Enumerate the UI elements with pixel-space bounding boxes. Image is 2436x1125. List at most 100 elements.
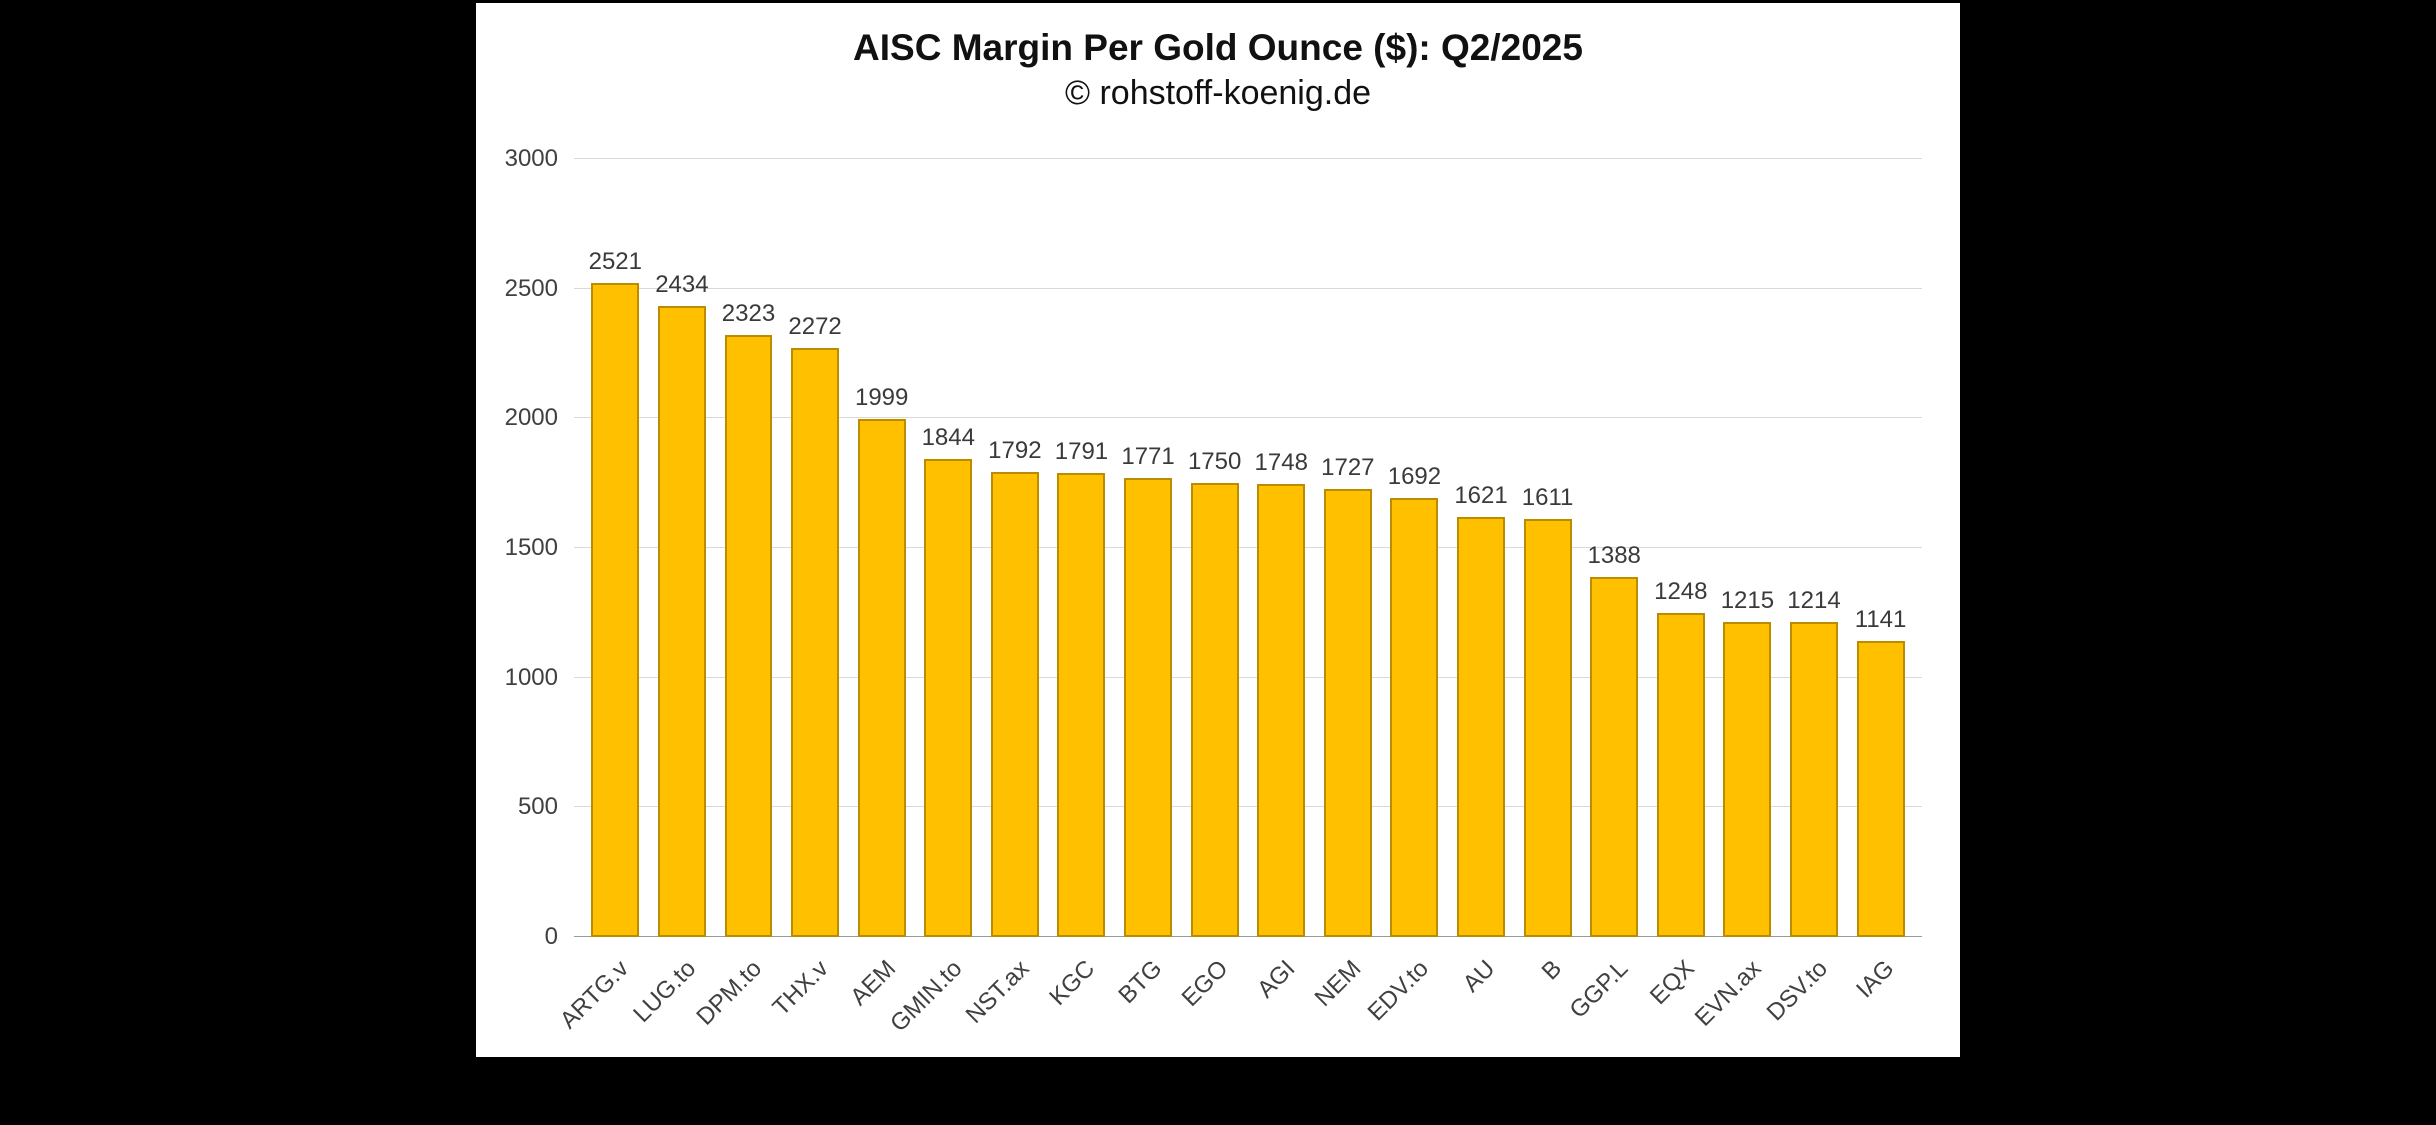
bar-group: 2434 LUG.to xyxy=(628,159,716,1028)
bar-value-label: 1999 xyxy=(854,383,909,411)
bar xyxy=(1523,519,1572,937)
bar-value-label: 1748 xyxy=(1254,448,1308,476)
x-axis-line xyxy=(574,936,1922,937)
gridline xyxy=(574,547,1922,548)
bar-value-label: 1214 xyxy=(1787,587,1841,615)
y-axis-tick-label: 0 xyxy=(544,923,558,950)
bar xyxy=(1257,483,1306,937)
x-axis-label: B xyxy=(1536,955,1567,986)
y-axis-tick-label: 3000 xyxy=(504,145,558,172)
plot-area: 2521 ARTG.v 2434 LUG.to 2323 DPM.to 2272 THX.v 1… xyxy=(505,145,1922,1037)
bar-value-label: 1844 xyxy=(921,423,975,451)
bar xyxy=(1190,483,1239,937)
x-axis-label: EDV.to xyxy=(1362,955,1434,1027)
x-axis-label: EGO xyxy=(1176,955,1234,1012)
x-axis-label: GGP.L xyxy=(1564,955,1634,1024)
bar xyxy=(1057,472,1106,937)
bar-group: 2272 THX.v xyxy=(768,159,849,1021)
bar xyxy=(924,458,973,937)
bar-value-label: 2521 xyxy=(588,248,642,276)
bar-group: 1611 B xyxy=(1514,159,1581,985)
bar-group: 1727 NEM xyxy=(1310,159,1382,1012)
y-axis-tick-label: 2500 xyxy=(504,274,558,302)
bar-group: 1771 BTG xyxy=(1113,159,1182,1009)
bar-value-label: 1750 xyxy=(1187,448,1242,476)
bar-value-label: 1611 xyxy=(1521,484,1574,512)
x-axis-label: BTG xyxy=(1113,955,1168,1009)
bar-value-label: 1792 xyxy=(988,437,1042,465)
bar xyxy=(1457,516,1505,937)
x-axis-label: DSV.to xyxy=(1761,955,1834,1027)
bar-group: 1141 IAG xyxy=(1847,159,1914,1003)
bar-group: 1844 GMIN.to xyxy=(885,159,982,1037)
bar-group: 1248 EQX xyxy=(1645,159,1715,1010)
gridline xyxy=(574,806,1922,808)
bar-value-label: 1388 xyxy=(1587,542,1641,570)
bar-value-label: 1727 xyxy=(1321,454,1375,482)
bars-row: 2521 ARTG.v 2434 LUG.to 2323 DPM.to 2272 THX.v 1… xyxy=(555,159,1922,1037)
bar-group: 1621 AU xyxy=(1448,159,1515,998)
bar xyxy=(724,334,773,937)
bar xyxy=(857,418,906,937)
bar-value-label: 1215 xyxy=(1720,586,1775,614)
bar-group: 2323 DPM.to xyxy=(692,159,782,1031)
bar xyxy=(1723,621,1772,937)
y-axis-tick-label: 1000 xyxy=(504,663,558,691)
x-axis-label: NEM xyxy=(1310,955,1367,1012)
bar-group: 1388 GGP.L xyxy=(1565,159,1648,1024)
bar-value-label: 1791 xyxy=(1054,437,1109,465)
y-axis-tick-label: 1500 xyxy=(504,534,558,561)
bar-group: 1692 EDV.to xyxy=(1362,159,1448,1026)
y-axis-tick-label: 500 xyxy=(517,793,558,821)
bar xyxy=(1790,622,1838,937)
chart-subtitle: © rohstoff-koenig.de xyxy=(1064,74,1372,112)
x-axis-label: AGI xyxy=(1251,955,1301,1004)
bar-value-label: 1248 xyxy=(1654,578,1708,606)
gridline xyxy=(574,417,1922,419)
bar-value-label: 1771 xyxy=(1121,442,1175,470)
bar xyxy=(990,472,1039,937)
y-axis-tick-label: 2000 xyxy=(504,404,558,432)
chart-title: AISC Margin Per Gold Ounce ($): Q2/2025 xyxy=(853,27,1583,68)
bar-value-label: 1141 xyxy=(1854,606,1907,634)
bar xyxy=(1124,477,1173,937)
x-axis-label: AEM xyxy=(844,955,901,1011)
x-axis-label: ARTG.v xyxy=(555,955,635,1035)
gridline xyxy=(574,158,1922,159)
x-axis-label: GMIN.to xyxy=(885,955,968,1038)
x-axis-label: EQX xyxy=(1644,955,1700,1010)
bar xyxy=(1590,577,1639,937)
x-axis-label: LUG.to xyxy=(628,955,701,1028)
x-axis-label: IAG xyxy=(1851,955,1900,1004)
bar xyxy=(1656,613,1705,937)
bar-group: 1999 AEM xyxy=(845,159,915,1011)
bar-group: 1791 KGC xyxy=(1045,159,1115,1011)
x-axis-label: DPM.to xyxy=(691,955,768,1031)
bar-group: 1792 NST.ax xyxy=(960,159,1049,1029)
x-axis-label: NST.ax xyxy=(960,955,1034,1029)
bar xyxy=(791,347,840,937)
bar xyxy=(1856,641,1905,937)
bar-group: 1214 DSV.to xyxy=(1762,159,1848,1026)
x-axis-label: EVN.ax xyxy=(1689,955,1767,1032)
gridline xyxy=(574,676,1922,678)
bar xyxy=(657,305,706,937)
x-axis-label: KGC xyxy=(1044,955,1101,1011)
bar-group: 1748 AGI xyxy=(1248,159,1315,1004)
bar-group: 1215 EVN.ax xyxy=(1690,159,1781,1032)
bar xyxy=(1390,498,1439,937)
x-axis-label: AU xyxy=(1457,955,1501,998)
bar-value-label: 1692 xyxy=(1387,463,1442,491)
bar xyxy=(1323,489,1372,937)
bar-group: 1750 EGO xyxy=(1177,159,1248,1012)
bar-group: 2521 ARTG.v xyxy=(555,159,649,1034)
gridline xyxy=(574,287,1922,289)
bar-value-label: 2323 xyxy=(721,299,776,327)
bar-value-label: 1621 xyxy=(1454,481,1508,509)
bar-value-label: 2272 xyxy=(788,312,842,340)
bar xyxy=(591,283,640,937)
x-axis-label: THX.v xyxy=(767,955,835,1022)
chart-panel: AISC Margin Per Gold Ounce ($): Q2/2025 … xyxy=(476,3,1960,1057)
bar-value-label: 2434 xyxy=(655,270,709,298)
